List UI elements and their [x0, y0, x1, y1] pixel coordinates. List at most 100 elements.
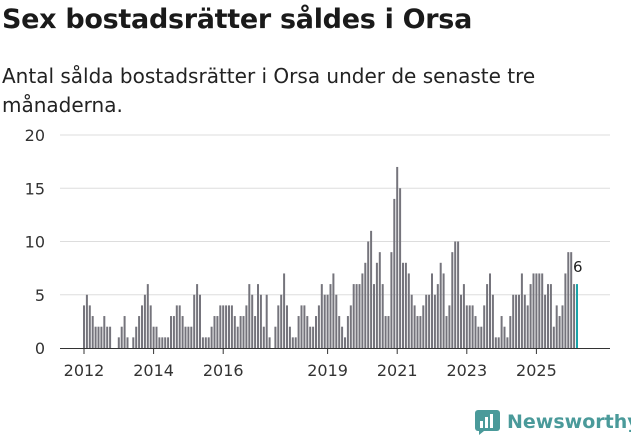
bars	[83, 166, 578, 348]
newsworthy-logo-icon	[475, 409, 500, 435]
bar	[402, 262, 404, 348]
bar	[523, 294, 526, 348]
bar	[175, 305, 178, 348]
bar	[187, 326, 190, 348]
bar	[288, 326, 291, 348]
bar	[143, 294, 146, 348]
bar	[149, 305, 152, 348]
bar	[300, 305, 303, 348]
newsworthy-brand-name: Newsworthy	[507, 411, 631, 433]
bar	[358, 284, 361, 348]
bar	[448, 305, 451, 348]
bar	[228, 305, 230, 348]
bar	[170, 316, 172, 348]
bar	[184, 326, 187, 348]
bar	[477, 326, 480, 348]
bar	[407, 273, 410, 348]
bar	[451, 252, 454, 348]
y-tick-label: 15	[25, 179, 45, 198]
bar	[346, 316, 349, 348]
bar	[190, 326, 193, 348]
bar	[303, 305, 306, 348]
x-tick-label: 2025	[516, 361, 557, 380]
bar	[103, 316, 106, 348]
bar	[373, 284, 375, 348]
bar	[497, 337, 500, 348]
bar	[410, 294, 413, 348]
bar	[526, 305, 529, 348]
bar	[167, 337, 170, 348]
bar	[262, 326, 265, 348]
bar	[335, 294, 338, 348]
bar	[236, 326, 239, 348]
bar	[265, 294, 268, 348]
bar	[329, 284, 332, 348]
x-axis: 2012 2014 2016 2019 2021 2023 2025	[60, 348, 610, 380]
bar	[123, 316, 126, 348]
bar	[431, 273, 433, 348]
bar	[239, 316, 242, 348]
bar	[549, 284, 552, 348]
bar	[155, 326, 158, 348]
bar	[404, 262, 407, 348]
bar	[567, 252, 570, 348]
bar	[88, 305, 91, 348]
bar	[132, 337, 135, 348]
bar	[309, 326, 312, 348]
bar	[564, 273, 567, 348]
bar	[291, 337, 294, 348]
bar	[518, 294, 520, 348]
bar	[541, 273, 544, 348]
grid-lines	[60, 134, 610, 296]
bar	[462, 284, 465, 348]
bar	[181, 316, 184, 348]
bar	[503, 326, 506, 348]
bar	[506, 337, 509, 348]
bar	[361, 273, 364, 348]
bar	[161, 337, 164, 348]
bar	[109, 326, 112, 348]
highlight-bar	[576, 284, 578, 348]
bar	[297, 316, 300, 348]
bar	[106, 326, 109, 348]
bar	[158, 337, 161, 348]
bar	[146, 284, 149, 348]
bar	[294, 337, 297, 348]
bar	[213, 316, 216, 348]
bar	[210, 326, 213, 348]
bar	[320, 284, 323, 348]
bar	[399, 188, 402, 348]
bar	[390, 252, 393, 348]
bar	[378, 252, 381, 348]
x-tick-label: 2021	[377, 361, 418, 380]
newsworthy-brand[interactable]: Newsworthy	[475, 406, 631, 438]
bar	[468, 305, 471, 348]
x-tick-label: 2012	[64, 361, 105, 380]
x-tick-label: 2016	[203, 361, 244, 380]
bar	[172, 316, 175, 348]
bar	[91, 316, 94, 348]
bar	[425, 294, 428, 348]
bar	[367, 241, 370, 348]
bar	[277, 305, 280, 348]
bar	[352, 284, 355, 348]
bar	[135, 326, 138, 348]
bar	[529, 284, 532, 348]
bar	[254, 316, 257, 348]
bar	[500, 316, 503, 348]
bar	[338, 316, 341, 348]
bar	[230, 305, 233, 348]
bar	[207, 337, 210, 348]
bar	[196, 284, 199, 348]
bar	[520, 273, 523, 348]
bar	[544, 294, 547, 348]
y-axis-labels: 0 5 10 15 20	[25, 126, 45, 358]
bar	[141, 305, 143, 348]
bar	[445, 316, 448, 348]
bar	[245, 305, 248, 348]
bar	[573, 284, 576, 348]
bar	[364, 262, 367, 348]
bar	[396, 166, 399, 348]
x-tick-label: 2014	[133, 361, 174, 380]
chart-subtitle: Antal sålda bostadsrätter i Orsa under d…	[2, 64, 536, 117]
